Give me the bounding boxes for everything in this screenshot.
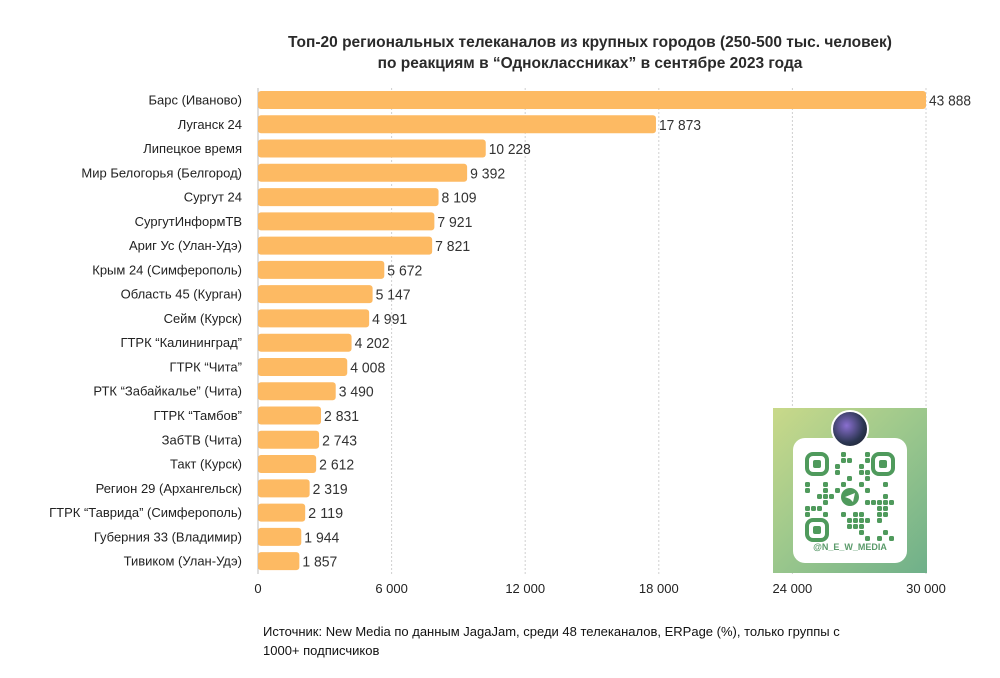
bar [258,455,317,474]
data-label: 17 873 [659,117,701,134]
category-label: СургутИнформТВ [135,214,242,229]
qr-code-panel: @N_E_W_MEDIA [793,438,907,563]
bar [258,309,370,328]
bar [258,406,322,425]
bar [258,503,306,522]
data-label: 5 672 [387,262,422,279]
category-label: ЗабТВ (Чита) [162,432,242,447]
data-label: 7 921 [437,214,472,231]
data-label: 3 490 [339,384,374,401]
category-label: Ариг Ус (Улан-Удэ) [129,238,242,253]
bar [258,236,433,255]
category-label: Мир Белогорья (Белгород) [81,165,242,180]
bar [258,163,468,182]
bar [258,139,486,158]
category-label: Тивиком (Улан-Удэ) [124,554,242,569]
data-label: 4 202 [355,335,390,352]
bar [258,479,310,498]
data-label: 2 612 [319,457,354,474]
bar [258,527,302,546]
data-label: 1 944 [304,529,339,546]
bar [258,212,435,231]
category-label: Сейм (Курск) [164,311,242,326]
category-label: ГТРК “Таврида” (Симферополь) [49,505,242,520]
bar [258,552,300,571]
x-tick-label: 6 000 [375,581,408,596]
chart-title-line-1: Топ-20 региональных телеканалов из крупн… [288,34,892,51]
chart-title-line-2: по реакциям в “Одноклассниках” в сентябр… [377,55,803,72]
data-label: 4 991 [372,311,407,328]
bar [258,430,320,449]
category-label: Липецкое время [143,141,242,156]
data-label: 2 319 [313,481,348,498]
category-label: Губерния 33 (Владимир) [94,529,242,544]
bar [258,382,336,401]
category-label: РТК “Забайкалье” (Чита) [93,384,242,399]
bar [258,285,373,304]
data-label: 2 119 [308,505,343,522]
data-label: 2 831 [324,408,359,425]
category-label: ГТРК “Тамбов” [154,408,242,423]
data-label: 9 392 [470,165,505,182]
x-tick-label: 24 000 [773,581,813,596]
x-tick-label: 18 000 [639,581,679,596]
bar [258,91,926,109]
qr-code-card[interactable]: @N_E_W_MEDIA [773,408,927,573]
data-label: 7 821 [435,238,470,255]
category-label: ГТРК “Калининград” [120,335,242,350]
bar [258,333,352,352]
category-label: Сургут 24 [184,190,242,205]
bar [258,188,439,207]
data-label: 2 743 [322,432,357,449]
qr-handle: @N_E_W_MEDIA [813,542,887,552]
data-label: 10 228 [489,141,531,158]
data-label: 1 857 [302,554,337,571]
chart-title: Топ-20 региональных телеканалов из крупн… [180,32,1000,74]
category-label: Область 45 (Курган) [121,287,242,302]
avatar [831,410,869,448]
category-label: Регион 29 (Архангельск) [96,481,242,496]
category-label: Крым 24 (Симферополь) [92,262,242,277]
data-label: 43 888 [929,93,971,110]
data-label: 4 008 [350,359,385,376]
data-label: 8 109 [442,190,477,207]
bar [258,115,656,134]
qr-code-icon [805,452,895,542]
category-label: ГТРК “Чита” [170,359,242,374]
x-tick-label: 12 000 [505,581,545,596]
source-note: Источник: New Media по данным JagaJam, с… [263,624,840,658]
data-label: 5 147 [376,287,411,304]
category-label: Барс (Иваново) [149,93,243,108]
x-tick-label: 0 [254,581,261,596]
category-label: Такт (Курск) [170,457,242,472]
category-label: Луганск 24 [178,117,242,132]
x-tick-label: 30 000 [906,581,946,596]
bar [258,357,348,376]
bar [258,260,385,279]
